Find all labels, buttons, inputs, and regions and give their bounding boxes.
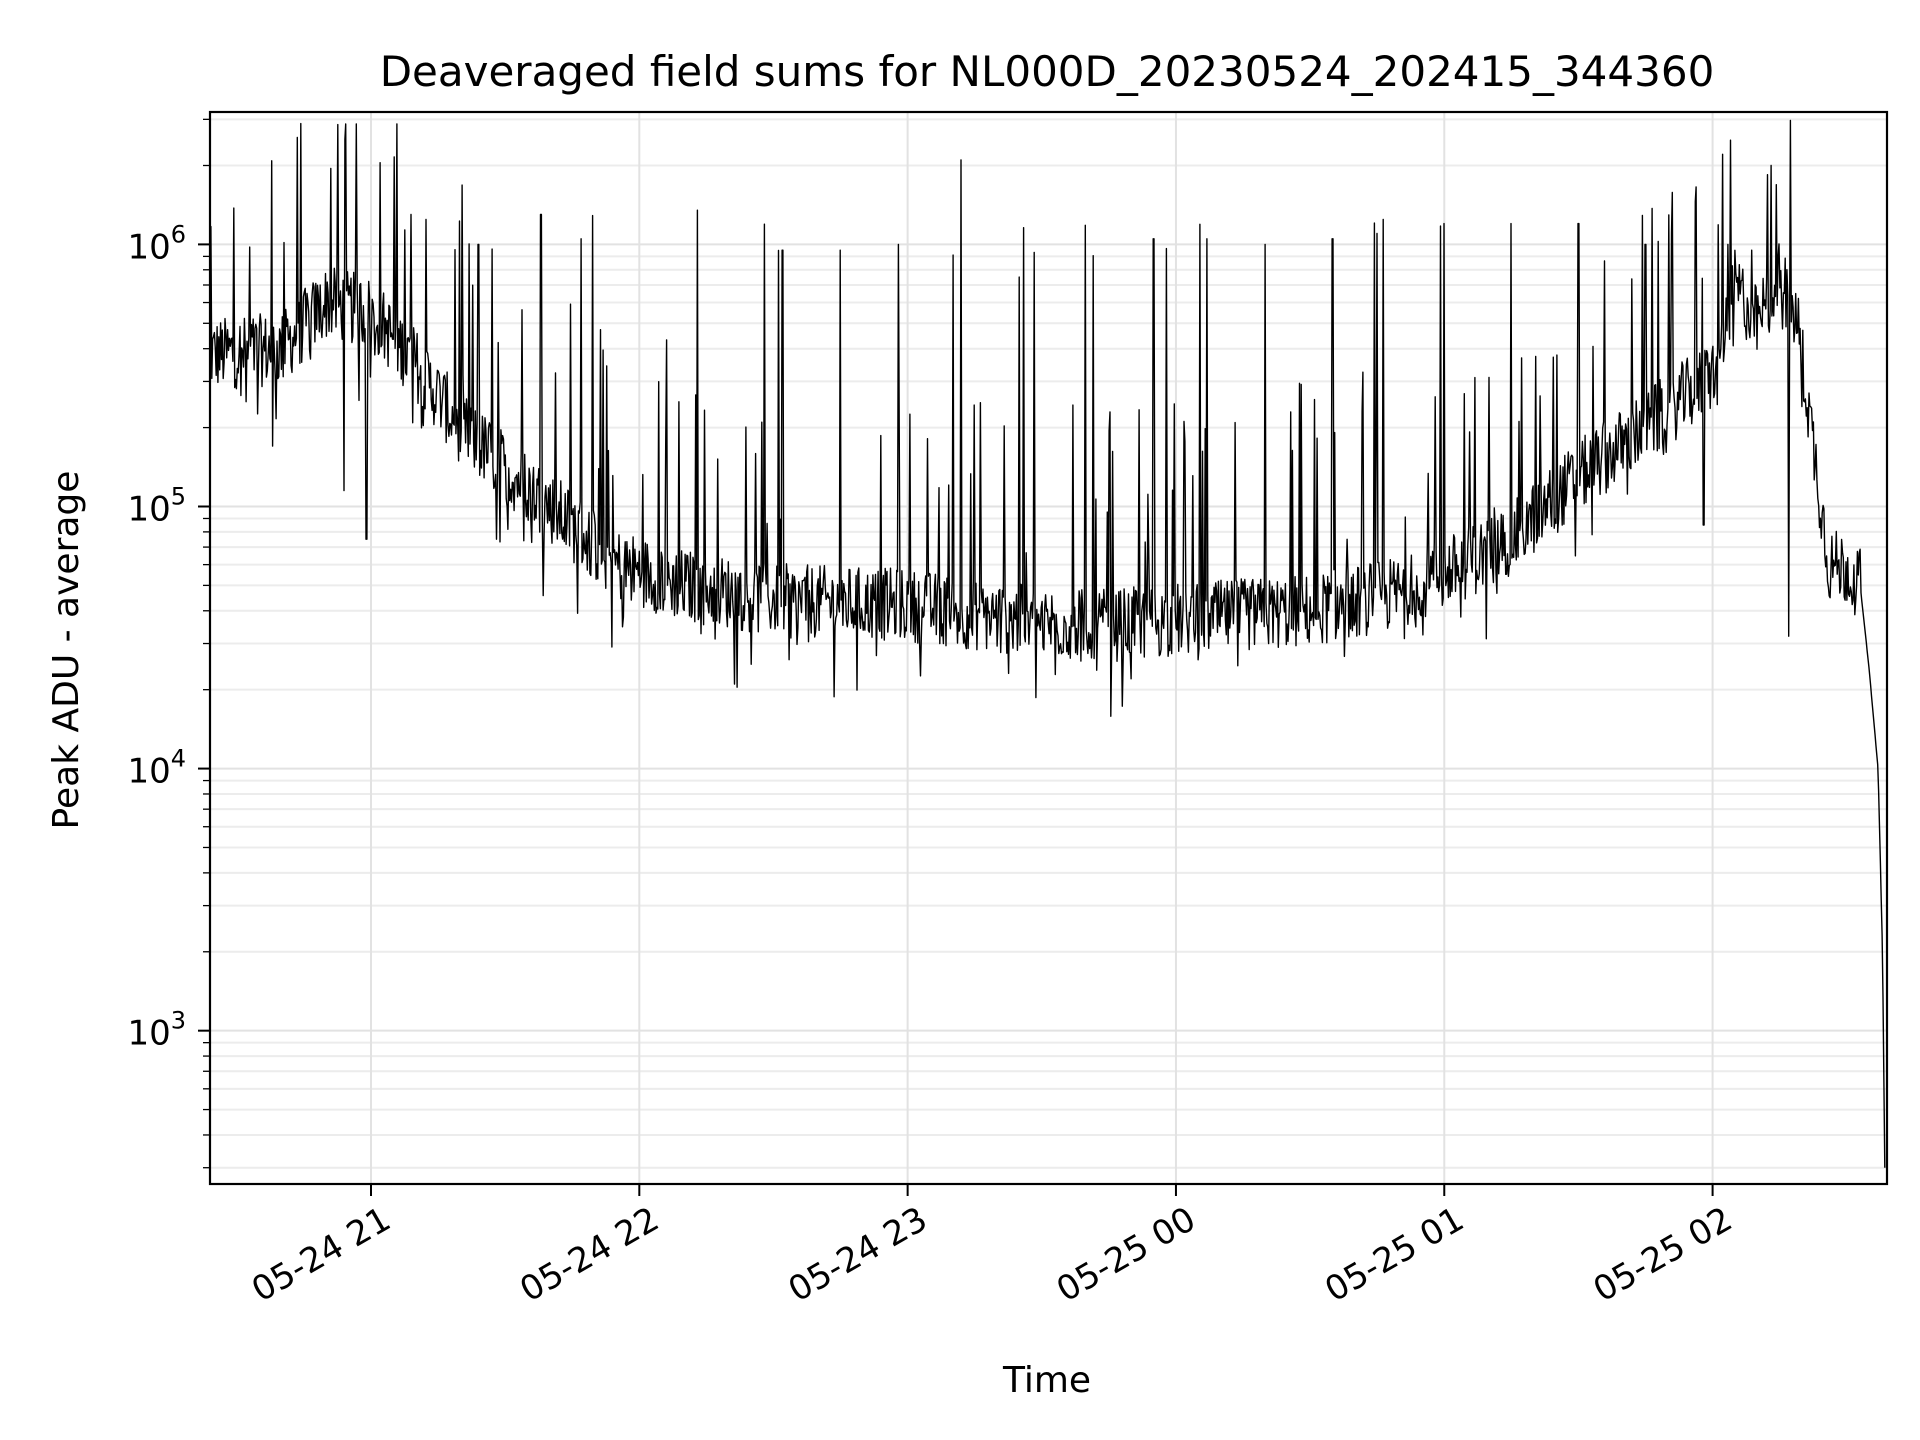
y-tick-base: 10: [127, 752, 170, 792]
y-tick-base: 10: [127, 1014, 170, 1054]
x-tick-label: 05-24 23: [782, 1199, 934, 1310]
x-tick-label: 05-25 02: [1587, 1199, 1739, 1310]
x-axis: 05-24 21 05-24 22 05-24 23 05-25 00 05-25 01…: [245, 1184, 1739, 1310]
x-tick-label: 05-24 22: [513, 1199, 665, 1310]
y-tick-label: 106: [127, 220, 186, 267]
x-axis-label: Time: [1002, 1360, 1091, 1401]
y-tick-label: 103: [127, 1007, 186, 1054]
chart-title: Deaveraged field sums for NL000D_2023052…: [380, 47, 1715, 96]
y-tick-exponent: 4: [171, 745, 186, 773]
y-tick-label: 105: [127, 482, 186, 529]
x-tick-label: 05-25 00: [1050, 1199, 1202, 1310]
y-tick-base: 10: [127, 227, 170, 267]
y-tick-label: 104: [127, 745, 186, 792]
y-tick-exponent: 5: [171, 482, 186, 510]
y-tick-exponent: 3: [171, 1007, 186, 1035]
y-axis-label: Peak ADU - average: [46, 471, 87, 830]
grid: [210, 112, 1887, 1184]
plot-area: [208, 110, 1889, 1186]
series-line: [209, 119, 1886, 1168]
x-tick-label: 05-25 01: [1318, 1199, 1470, 1310]
x-tick-label: 05-24 21: [245, 1199, 397, 1310]
plot-frame: [208, 110, 1889, 1186]
y-tick-base: 10: [127, 489, 170, 529]
y-tick-exponent: 6: [171, 220, 186, 248]
